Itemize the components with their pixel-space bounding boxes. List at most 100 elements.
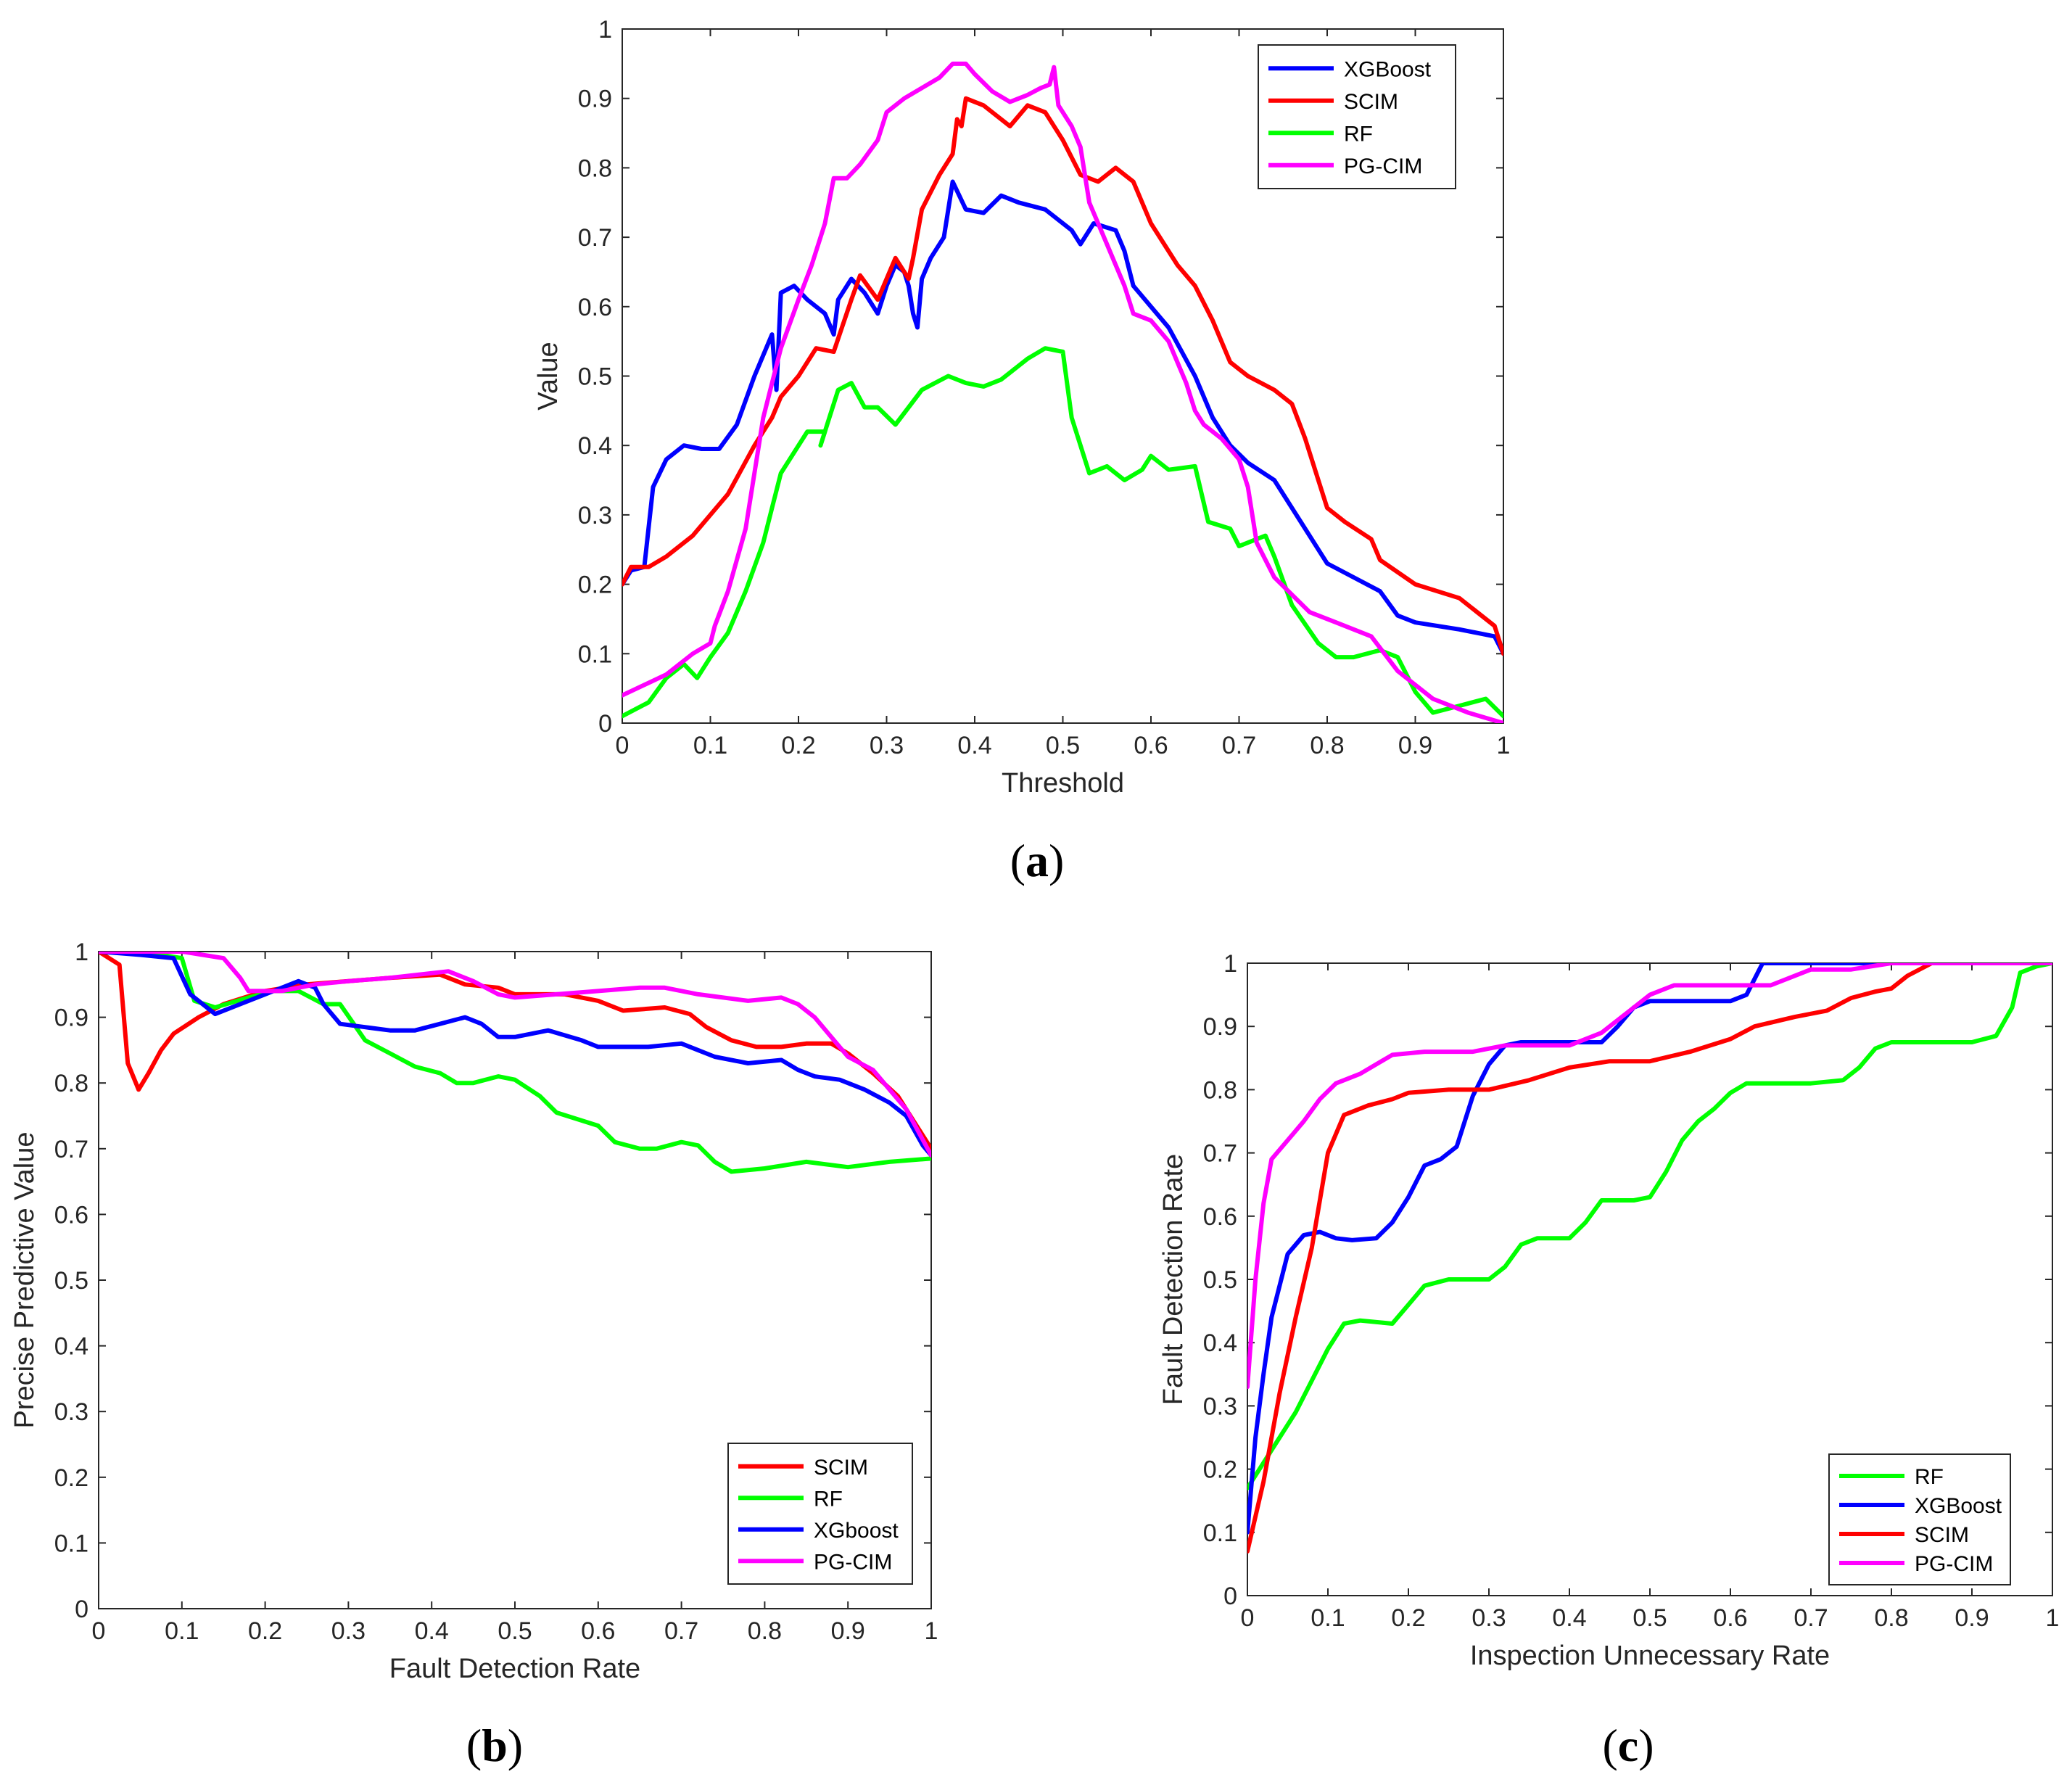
panel-b-legend-label: SCIM (814, 1456, 868, 1480)
panel-a-series-line-rf (622, 346, 1503, 719)
panel-c-xtick-label: 0.9 (1955, 1604, 1989, 1632)
panel-a-xtick-label: 0.4 (957, 732, 991, 759)
panel-c-caption-letter: c (1618, 1720, 1638, 1771)
panel-a-xtick-label: 0.3 (870, 732, 904, 759)
panel-b: 0 0.1 0.2 0.3 0.4 0.5 0.6 0.7 0.8 0.9 1 0 0.1 0.2 0.3 0… (9, 939, 938, 1771)
panel-c: 0 0.1 0.2 0.3 0.4 0.5 0.6 0.7 0.8 0.9 1 0 0.1 0.2 0.3 0… (1158, 950, 2059, 1771)
panel-a-xtick-label: 0.8 (1310, 732, 1344, 759)
panel-a-ytick-label: 1 (598, 16, 612, 44)
panel-c-xtick-label: 1 (2046, 1604, 2060, 1632)
panel-a-legend-label: RF (1344, 122, 1373, 146)
panel-c-xlabel: Inspection Unnecessary Rate (1470, 1641, 1830, 1671)
panel-b-xtick-label: 0.2 (248, 1617, 282, 1645)
panel-c-ytick-label: 0.4 (1203, 1329, 1237, 1357)
panel-c-ytick-label: 0.7 (1203, 1140, 1237, 1168)
panel-b-xtick-label: 0.9 (831, 1617, 865, 1645)
panel-b-ytick-label: 0.9 (54, 1005, 88, 1032)
panel-a-legend-label: XGBoost (1344, 57, 1432, 81)
panel-c-xtick-label: 0.4 (1552, 1604, 1586, 1632)
panel-a-series-line-xgboost (622, 179, 1503, 656)
panel-c-legend-label: XGBoost (1915, 1494, 2002, 1518)
panel-a-legend: XGBoost SCIM RF PG-CIM (1258, 44, 1456, 189)
panel-c-ytick-label: 0.8 (1203, 1076, 1237, 1104)
panel-c-ytick-label: 0.9 (1203, 1013, 1237, 1041)
panel-b-ytick-label: 0.6 (54, 1201, 88, 1229)
panel-b-legend-label: RF (814, 1487, 843, 1511)
panel-b-xtick-label: 0.3 (331, 1617, 366, 1645)
panel-b-ytick-label: 0.2 (54, 1464, 88, 1492)
panel-c-xtick-label: 0.3 (1472, 1604, 1506, 1632)
panel-c-ytick-label: 0 (1223, 1583, 1237, 1610)
panel-b-ylabel: Precise Predictive Value (9, 1131, 40, 1428)
panel-a-xtick-label: 0.1 (693, 732, 727, 759)
panel-a-xtick-label: 0.6 (1134, 732, 1168, 759)
panel-a-caption-letter: a (1025, 835, 1049, 886)
panel-a-ytick-label: 0.4 (578, 432, 612, 460)
panel-b-xtick-label: 0.5 (498, 1617, 532, 1645)
panel-c-legend: RF XGBoost SCIM PG-CIM (1828, 1453, 2011, 1585)
panel-b-caption: (b) (466, 1720, 523, 1771)
panel-c-ylabel: Fault Detection Rate (1158, 1154, 1189, 1405)
panel-a-ytick-label: 0.7 (578, 224, 612, 252)
panel-c-ytick-label: 0.1 (1203, 1519, 1237, 1547)
panel-a-legend-label: SCIM (1344, 90, 1398, 114)
panel-c-xtick-label: 0 (1241, 1604, 1255, 1632)
panel-c-series-line-scim (1247, 963, 2052, 1554)
panel-a-xtick-label: 0 (616, 732, 630, 759)
panel-a-ytick-label: 0.3 (578, 502, 612, 529)
panel-b-xtick-label: 1 (925, 1617, 938, 1645)
panel-b-series-line-xgboost (99, 952, 931, 1158)
panel-b-legend-label: XGboost (814, 1519, 899, 1543)
panel-c-xtick-label: 0.2 (1391, 1604, 1425, 1632)
panel-a-ytick-label: 0.9 (578, 86, 612, 113)
panel-b-ytick-label: 0.3 (54, 1398, 88, 1426)
panel-b-legend: SCIM RF XGboost PG-CIM (727, 1443, 913, 1585)
panel-c-xtick-label: 0.6 (1713, 1604, 1747, 1632)
panel-a-ylabel: Value (533, 342, 564, 410)
panel-b-caption-letter: b (482, 1720, 508, 1771)
panel-a-ytick-label: 0.2 (578, 572, 612, 599)
panel-a: 0 0.1 0.2 0.3 0.4 0.5 0.6 0.7 0.8 0.9 1 0 0.1 0.2 0.3 0… (533, 16, 1510, 886)
panel-b-ytick-label: 0.5 (54, 1267, 88, 1295)
panel-b-ytick-label: 0.1 (54, 1530, 88, 1557)
panel-c-ytick-label: 0.3 (1203, 1393, 1237, 1420)
panel-a-series-line-scim (622, 96, 1503, 656)
panel-b-series-line-rf (99, 952, 931, 1174)
panel-c-series-line-rf (1247, 963, 2052, 1490)
panel-b-ytick-label: 1 (75, 939, 88, 966)
panel-c-xtick-label: 0.5 (1633, 1604, 1667, 1632)
panel-b-series-line-scim (99, 952, 931, 1151)
panel-a-legend-label: PG-CIM (1344, 154, 1422, 178)
panel-b-legend-label: PG-CIM (814, 1550, 892, 1574)
panel-b-xtick-label: 0.1 (165, 1617, 199, 1645)
panel-a-series-line-pg-cim (622, 61, 1503, 723)
panel-a-xtick-label: 0.5 (1046, 732, 1080, 759)
panel-b-xtick-label: 0.6 (581, 1617, 615, 1645)
panel-c-ytick-label: 0.5 (1203, 1266, 1237, 1294)
panel-c-series-line-pg-cim (1247, 963, 2052, 1390)
panel-a-xtick-label: 0.7 (1222, 732, 1256, 759)
panel-a-ytick-label: 0 (598, 710, 612, 738)
panel-b-xtick-label: 0.8 (748, 1617, 782, 1645)
panel-c-series-line-xgboost (1247, 963, 2052, 1535)
panel-b-ytick-label: 0.4 (54, 1333, 88, 1361)
panel-a-ytick-label: 0.5 (578, 363, 612, 391)
panel-a-ytick-label: 0.8 (578, 154, 612, 182)
panel-b-series-line-pg-cim (99, 952, 931, 1158)
panel-c-legend-label: PG-CIM (1915, 1552, 1993, 1576)
panel-c-xtick-label: 0.7 (1794, 1604, 1828, 1632)
panel-b-xlabel: Fault Detection Rate (389, 1654, 640, 1684)
panel-c-caption: (c) (1602, 1720, 1654, 1771)
panel-a-xtick-label: 0.9 (1398, 732, 1432, 759)
panel-a-xtick-label: 1 (1497, 732, 1511, 759)
panel-b-xtick-label: 0 (92, 1617, 106, 1645)
panel-b-ytick-label: 0.8 (54, 1070, 88, 1097)
panel-c-xtick-label: 0.1 (1311, 1604, 1345, 1632)
panel-a-xtick-label: 0.2 (781, 732, 815, 759)
panel-a-ytick-label: 0.1 (578, 640, 612, 668)
panel-b-ytick-label: 0 (75, 1596, 88, 1623)
panel-c-ytick-label: 0.6 (1203, 1203, 1237, 1231)
panel-c-legend-label: RF (1915, 1465, 1944, 1489)
panel-c-xtick-label: 0.8 (1874, 1604, 1908, 1632)
